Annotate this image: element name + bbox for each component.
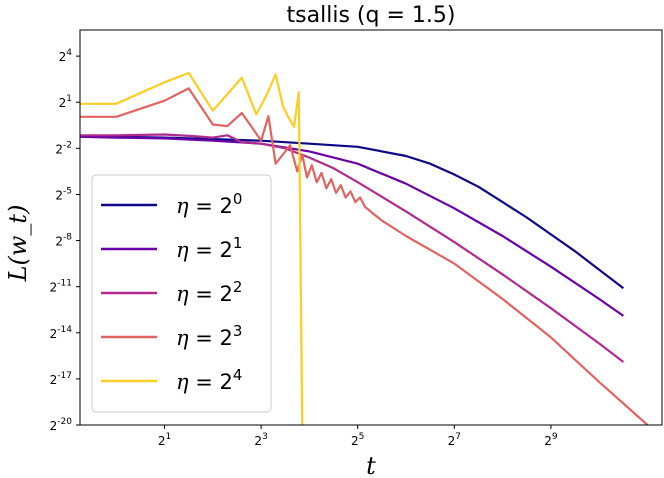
- y-tick-label: 2-11: [50, 279, 72, 295]
- x-axis-ticks: 21 23 25 27 29: [158, 425, 558, 448]
- legend-label-eta-2: η = 22: [176, 278, 242, 306]
- y-tick-label: 2-2: [55, 140, 72, 156]
- series-line-eta-1: [80, 135, 625, 317]
- legend: η = 20 η = 21 η = 22 η = 23 η = 24: [91, 174, 272, 413]
- plot-frame: [79, 29, 663, 426]
- y-tick-label: 2-17: [50, 371, 72, 387]
- y-tick-label: 2-20: [50, 417, 73, 433]
- series-line-eta-4: [80, 71, 304, 425]
- chart-title: tsallis (q = 1.5): [287, 3, 456, 28]
- legend-label-eta-0: η = 20: [176, 190, 242, 218]
- series-line-eta-2: [80, 133, 625, 363]
- legend-label-eta-4: η = 24: [176, 366, 242, 394]
- legend-label-eta-1: η = 21: [176, 234, 242, 262]
- x-tick-label: 25: [351, 432, 364, 448]
- y-tick-label: 21: [59, 94, 72, 110]
- y-tick-label: 24: [59, 48, 73, 64]
- x-tick-label: 21: [158, 432, 171, 448]
- x-axis-label: t: [366, 452, 376, 478]
- y-tick-label: 2-14: [50, 325, 73, 341]
- x-tick-label: 29: [544, 432, 558, 448]
- series-line-eta-3: [80, 87, 649, 425]
- x-tick-label: 27: [448, 432, 461, 448]
- y-tick-label: 2-8: [55, 233, 72, 249]
- legend-frame: [91, 174, 272, 413]
- y-axis-label: L(w_t): [4, 205, 32, 283]
- x-tick-label: 23: [254, 432, 267, 448]
- series-lines: [80, 71, 649, 425]
- legend-label-eta-3: η = 23: [176, 322, 242, 350]
- y-axis-ticks: 24 21 2-2 2-5 2-8 2-11 2-14 2-17 2-20: [50, 48, 80, 433]
- y-tick-label: 2-5: [55, 186, 72, 202]
- series-line-eta-0: [80, 135, 625, 290]
